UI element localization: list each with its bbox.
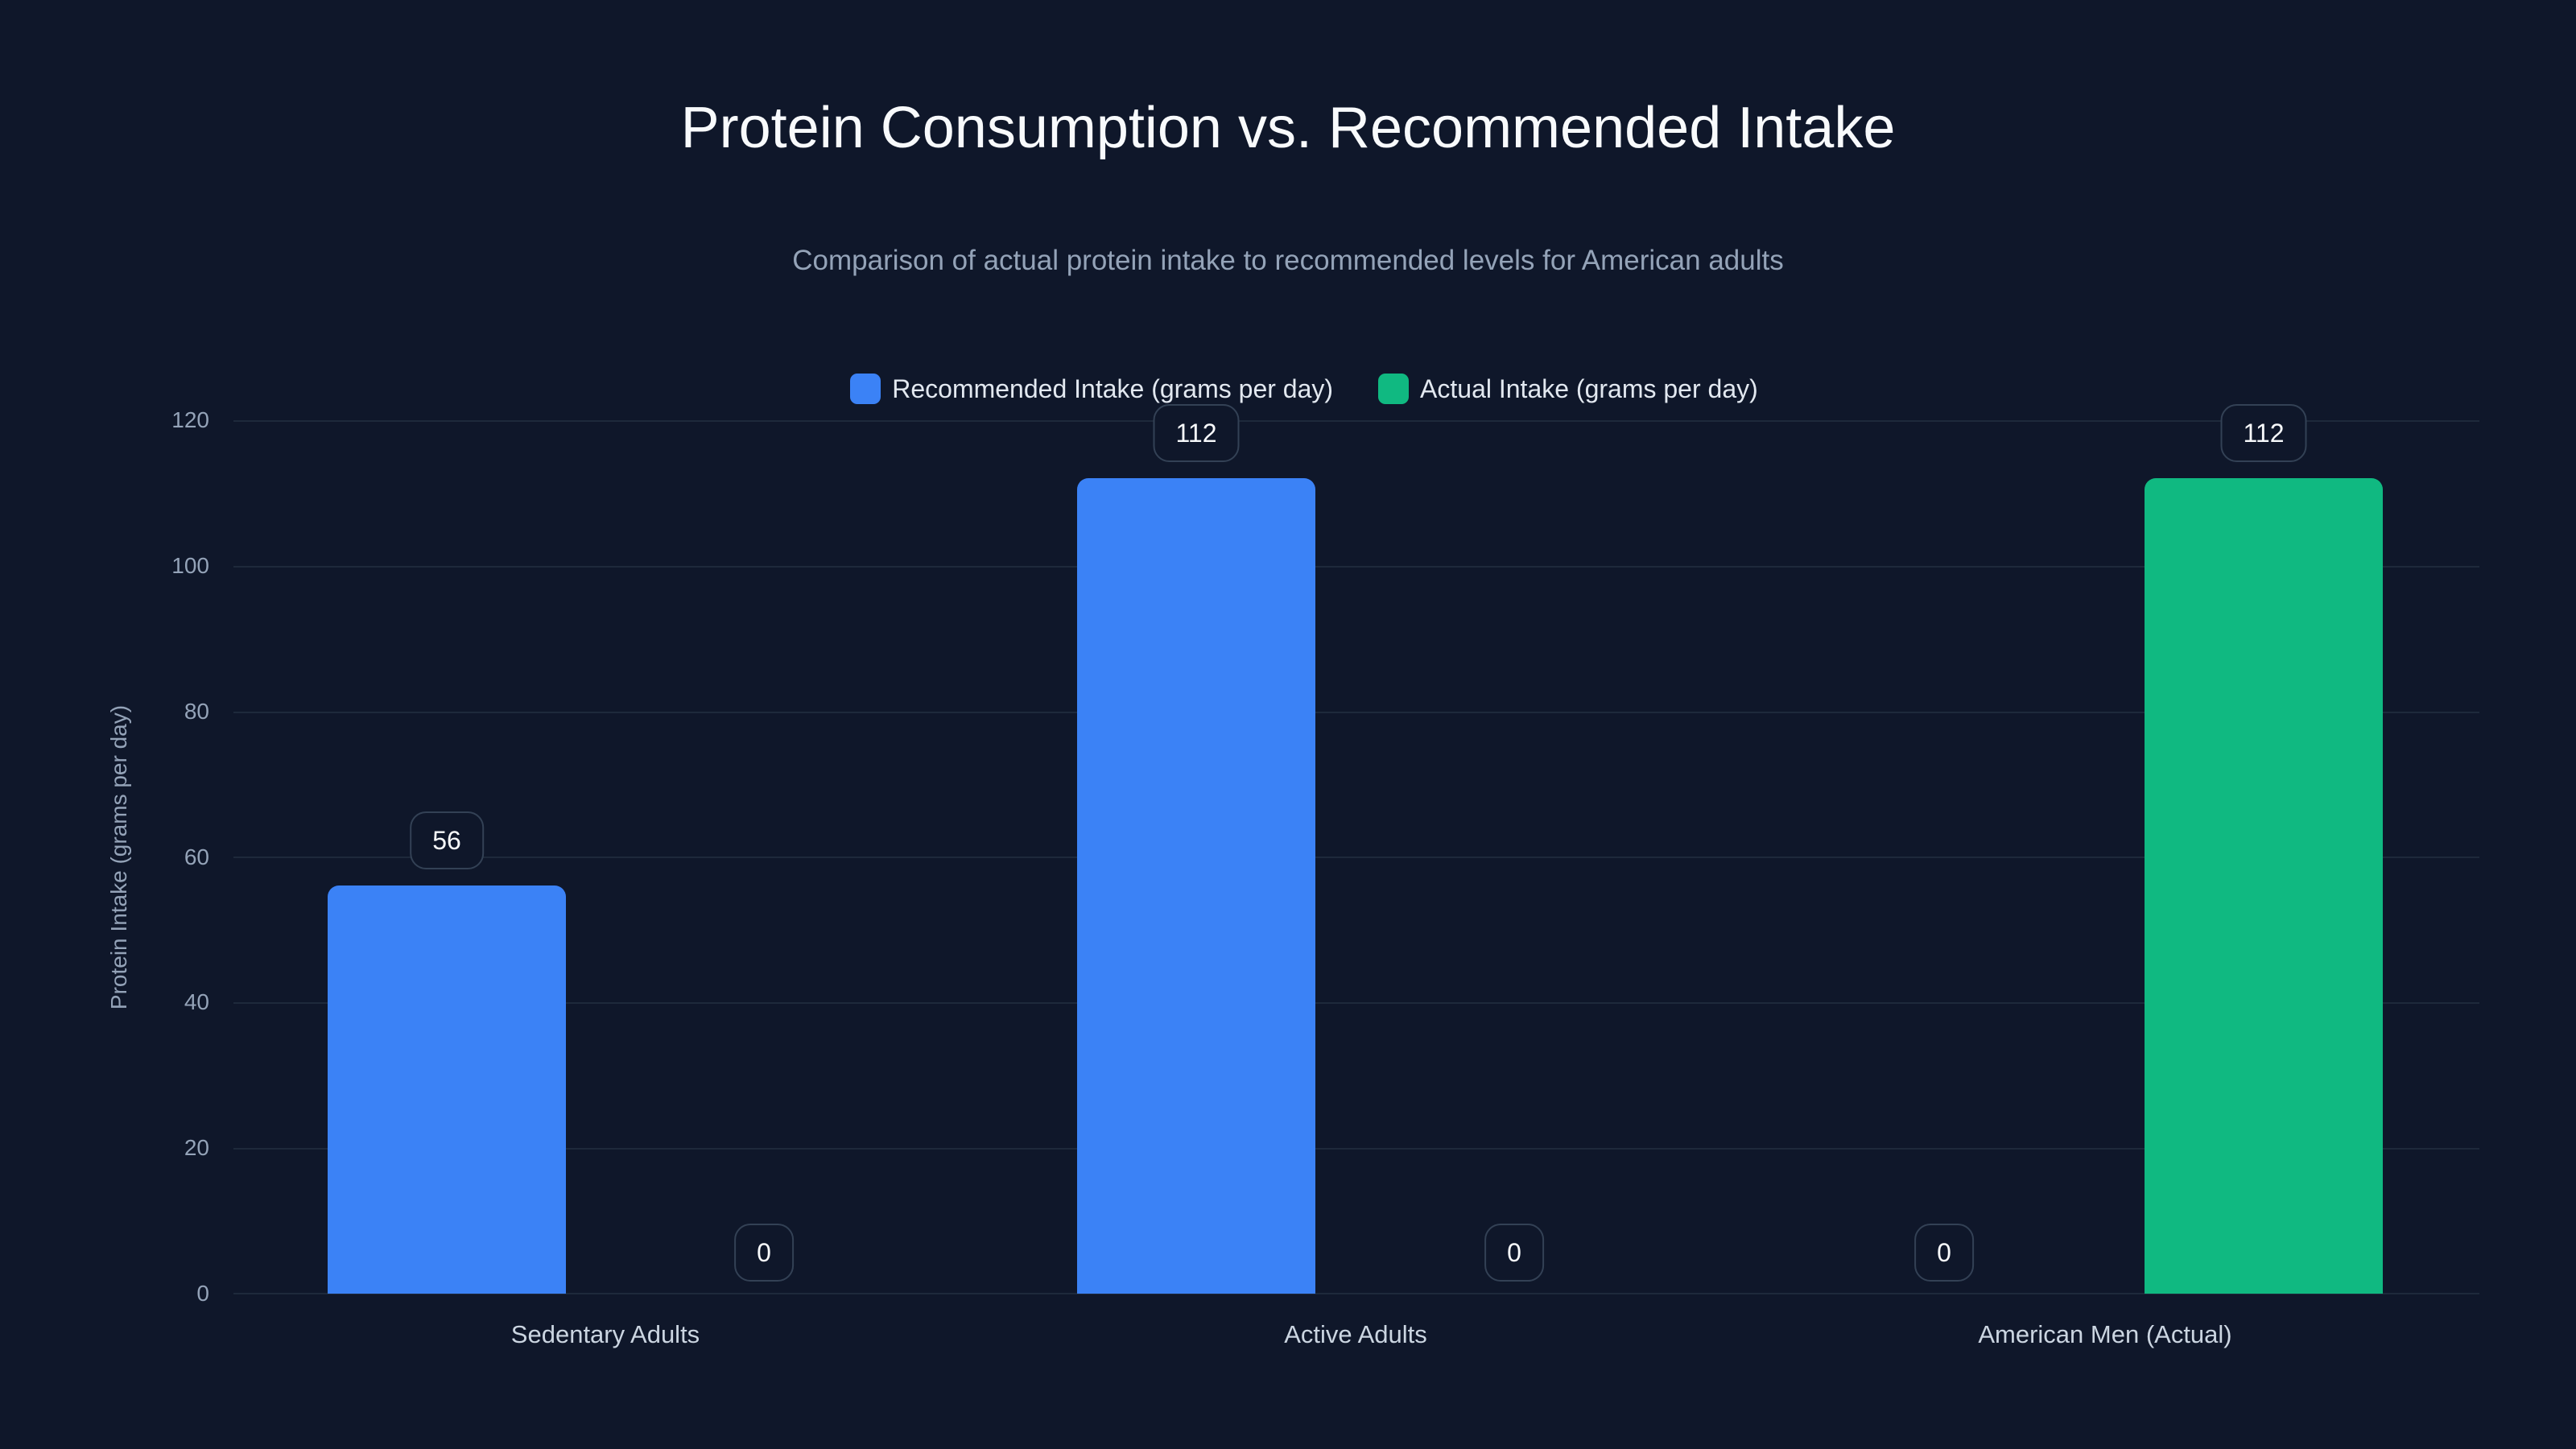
value-label: 0: [734, 1224, 794, 1282]
gridline: [233, 857, 2479, 858]
value-label: 112: [1153, 404, 1240, 462]
x-tick-active: Active Adults: [1284, 1320, 1427, 1348]
legend-item-recommended[interactable]: Recommended Intake (grams per day): [850, 374, 1333, 404]
legend-label: Actual Intake (grams per day): [1420, 374, 1758, 403]
bar-active-recommended[interactable]: [1077, 478, 1315, 1294]
chart-title: Protein Consumption vs. Recommended Inta…: [680, 96, 1896, 160]
gridline: [233, 1148, 2479, 1150]
y-tick: 120: [171, 407, 209, 432]
y-tick: 60: [184, 844, 209, 869]
value-label: 0: [1484, 1224, 1544, 1282]
y-tick: 40: [184, 989, 209, 1014]
x-tick-sedentary: Sedentary Adults: [510, 1320, 700, 1348]
gridline: [233, 566, 2479, 568]
y-axis-label: Protein Intake (grams per day): [106, 704, 131, 1010]
bar-men-actual[interactable]: [2145, 478, 2383, 1294]
legend-item-actual[interactable]: Actual Intake (grams per day): [1378, 374, 1758, 404]
gridline: [233, 712, 2479, 713]
legend-label: Recommended Intake (grams per day): [892, 374, 1334, 403]
x-axis-line: [233, 1293, 2479, 1294]
legend-swatch-green-icon: [1378, 374, 1410, 404]
y-tick: 80: [184, 699, 209, 724]
y-tick: 100: [171, 553, 209, 578]
bar-sedentary-recommended[interactable]: [328, 886, 566, 1294]
plot-area: 56 0 112 0 0 112: [233, 404, 2479, 1294]
value-label: 112: [2220, 404, 2307, 462]
x-tick-american-men: American Men (Actual): [1978, 1320, 2232, 1348]
gridline: [233, 1002, 2479, 1004]
y-tick: 20: [184, 1135, 209, 1160]
value-label: 56: [410, 811, 484, 869]
legend-swatch-blue-icon: [850, 374, 881, 404]
value-label: 0: [1914, 1224, 1974, 1282]
y-tick: 0: [196, 1281, 209, 1306]
legend: Recommended Intake (grams per day) Actua…: [0, 374, 2576, 404]
chart-subtitle: Comparison of actual protein intake to r…: [792, 245, 1784, 276]
gridline: [233, 420, 2479, 422]
